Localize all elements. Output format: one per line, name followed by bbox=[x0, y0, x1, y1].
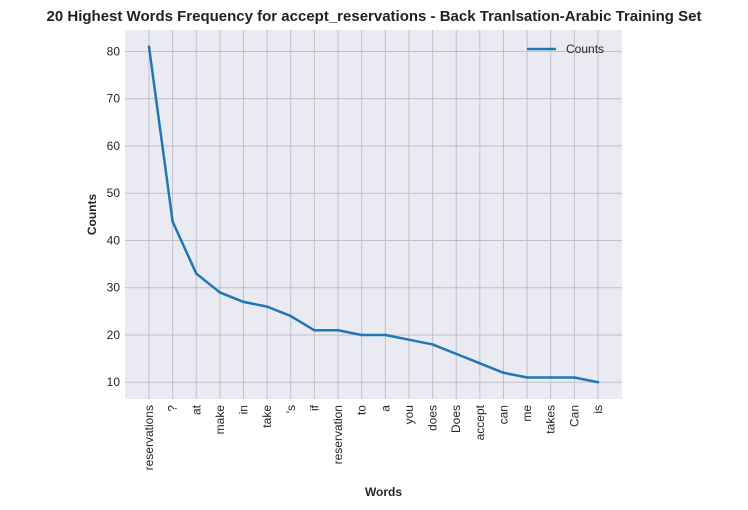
y-axis-ticks: 10 20 30 40 50 60 70 80 bbox=[107, 44, 121, 389]
y-tick-label: 70 bbox=[107, 92, 121, 106]
y-axis-label: Counts bbox=[85, 194, 99, 236]
x-tick-label: is bbox=[591, 405, 605, 414]
x-tick-label: Can bbox=[567, 405, 581, 427]
x-tick-label: you bbox=[402, 405, 416, 424]
x-tick-label: to bbox=[355, 405, 369, 415]
x-tick-label: a bbox=[378, 405, 392, 412]
series-line bbox=[147, 45, 600, 384]
data-point bbox=[502, 371, 505, 374]
x-tick-label: takes bbox=[544, 405, 558, 434]
data-point bbox=[195, 272, 198, 275]
data-point bbox=[336, 329, 340, 332]
x-tick-label: me bbox=[520, 405, 534, 422]
data-point bbox=[360, 333, 363, 337]
series-layer bbox=[147, 45, 600, 384]
x-tick-label: if bbox=[307, 404, 321, 411]
x-tick-label: in bbox=[237, 405, 251, 414]
data-point bbox=[171, 220, 174, 223]
data-point bbox=[218, 291, 222, 294]
y-tick-label: 40 bbox=[107, 233, 121, 247]
x-tick-label: accept bbox=[473, 404, 487, 440]
data-point bbox=[525, 376, 529, 379]
chart-title: 20 Highest Words Frequency for accept_re… bbox=[46, 8, 702, 25]
data-point bbox=[384, 333, 387, 337]
y-tick-label: 80 bbox=[107, 44, 121, 58]
x-tick-label: reservation bbox=[331, 405, 345, 464]
legend: Counts bbox=[527, 42, 604, 56]
x-tick-label: can bbox=[496, 405, 510, 424]
data-point bbox=[289, 314, 292, 318]
data-point bbox=[573, 376, 576, 379]
legend-label: Counts bbox=[566, 42, 604, 56]
x-tick-label: 's bbox=[284, 405, 298, 413]
y-tick-label: 20 bbox=[107, 328, 121, 342]
x-tick-label: Does bbox=[449, 405, 463, 433]
x-axis-ticks: reservations? at make in take 's if reservation… bbox=[142, 404, 605, 470]
data-point bbox=[313, 329, 316, 332]
x-tick-label: take bbox=[260, 405, 274, 428]
data-point bbox=[596, 381, 600, 384]
y-tick-label: 10 bbox=[107, 375, 121, 389]
x-tick-label: does bbox=[426, 405, 440, 431]
y-tick-label: 60 bbox=[107, 139, 121, 153]
data-point bbox=[431, 343, 434, 346]
x-tick-label: make bbox=[213, 405, 227, 435]
x-tick-label: ? bbox=[166, 405, 180, 412]
y-tick-label: 30 bbox=[107, 281, 121, 295]
data-point bbox=[407, 338, 411, 341]
data-point bbox=[265, 305, 269, 308]
data-point bbox=[147, 45, 151, 48]
x-axis-label: Words bbox=[365, 485, 402, 499]
plot-area bbox=[125, 30, 622, 399]
data-point bbox=[549, 376, 552, 379]
data-point bbox=[242, 300, 245, 304]
data-point bbox=[478, 362, 482, 365]
x-tick-label: at bbox=[189, 404, 203, 415]
y-tick-label: 50 bbox=[107, 186, 121, 200]
x-tick-label: reservations bbox=[142, 405, 156, 470]
data-point bbox=[455, 352, 458, 356]
